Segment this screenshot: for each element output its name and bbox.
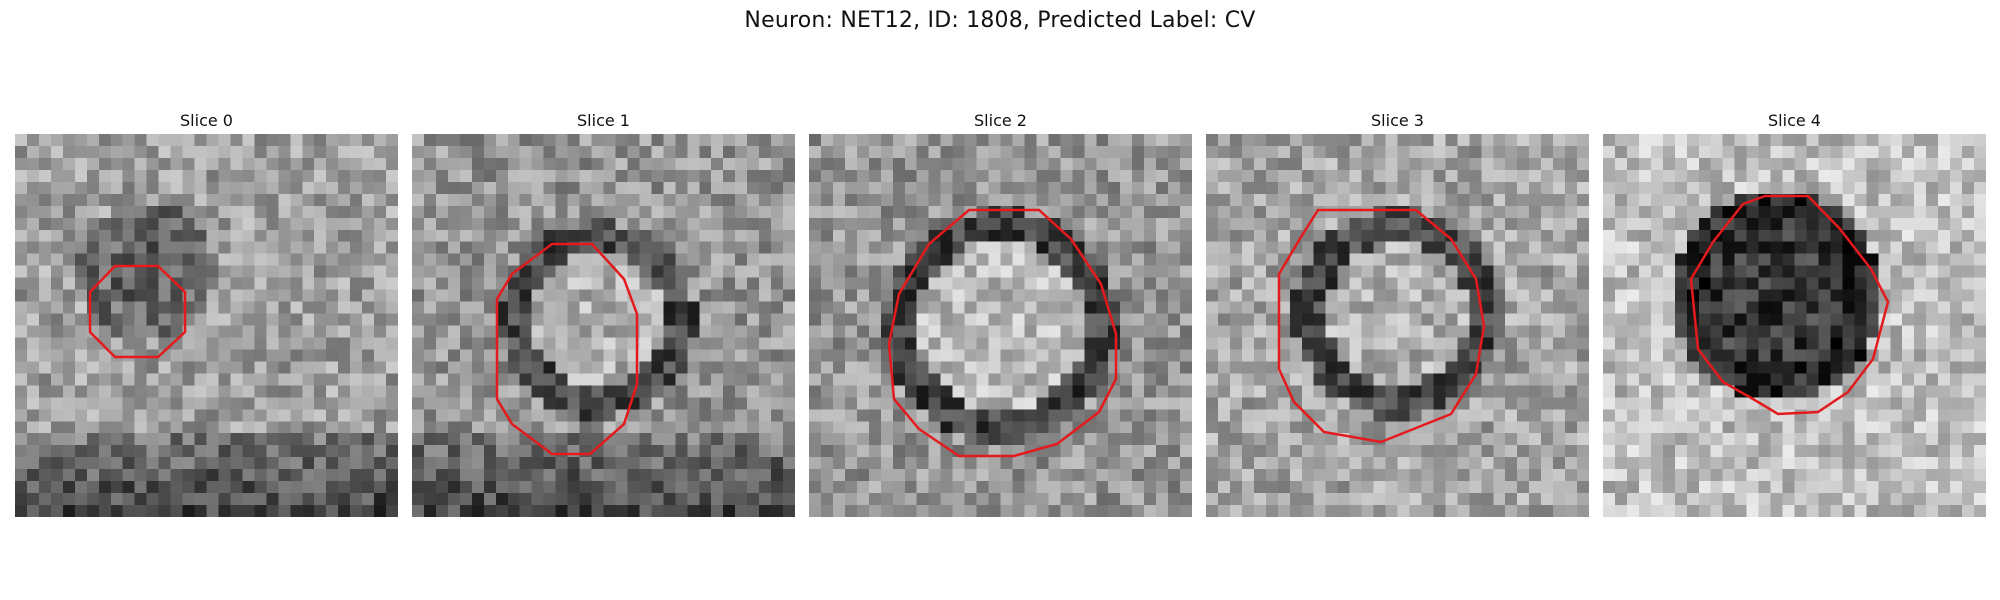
- slice-title-2: Slice 2: [974, 111, 1027, 130]
- figure-title: Neuron: NET12, ID: 1808, Predicted Label…: [744, 8, 1256, 33]
- slice-image-2: [809, 134, 1192, 517]
- slice-title-3: Slice 3: [1371, 111, 1424, 130]
- slice-image-1: [412, 134, 795, 517]
- slice-panel-2: Slice 2: [809, 110, 1192, 517]
- slice-image-3: [1206, 134, 1589, 517]
- slice-panel-0: Slice 0: [15, 110, 398, 517]
- slice-panel-3: Slice 3: [1206, 110, 1589, 517]
- slice-title-4: Slice 4: [1768, 111, 1821, 130]
- slice-title-1: Slice 1: [577, 111, 630, 130]
- slice-image-4: [1603, 134, 1986, 517]
- slice-panel-1: Slice 1: [412, 110, 795, 517]
- slice-panel-4: Slice 4: [1603, 110, 1986, 517]
- slice-title-0: Slice 0: [180, 111, 233, 130]
- slice-image-0: [15, 134, 398, 517]
